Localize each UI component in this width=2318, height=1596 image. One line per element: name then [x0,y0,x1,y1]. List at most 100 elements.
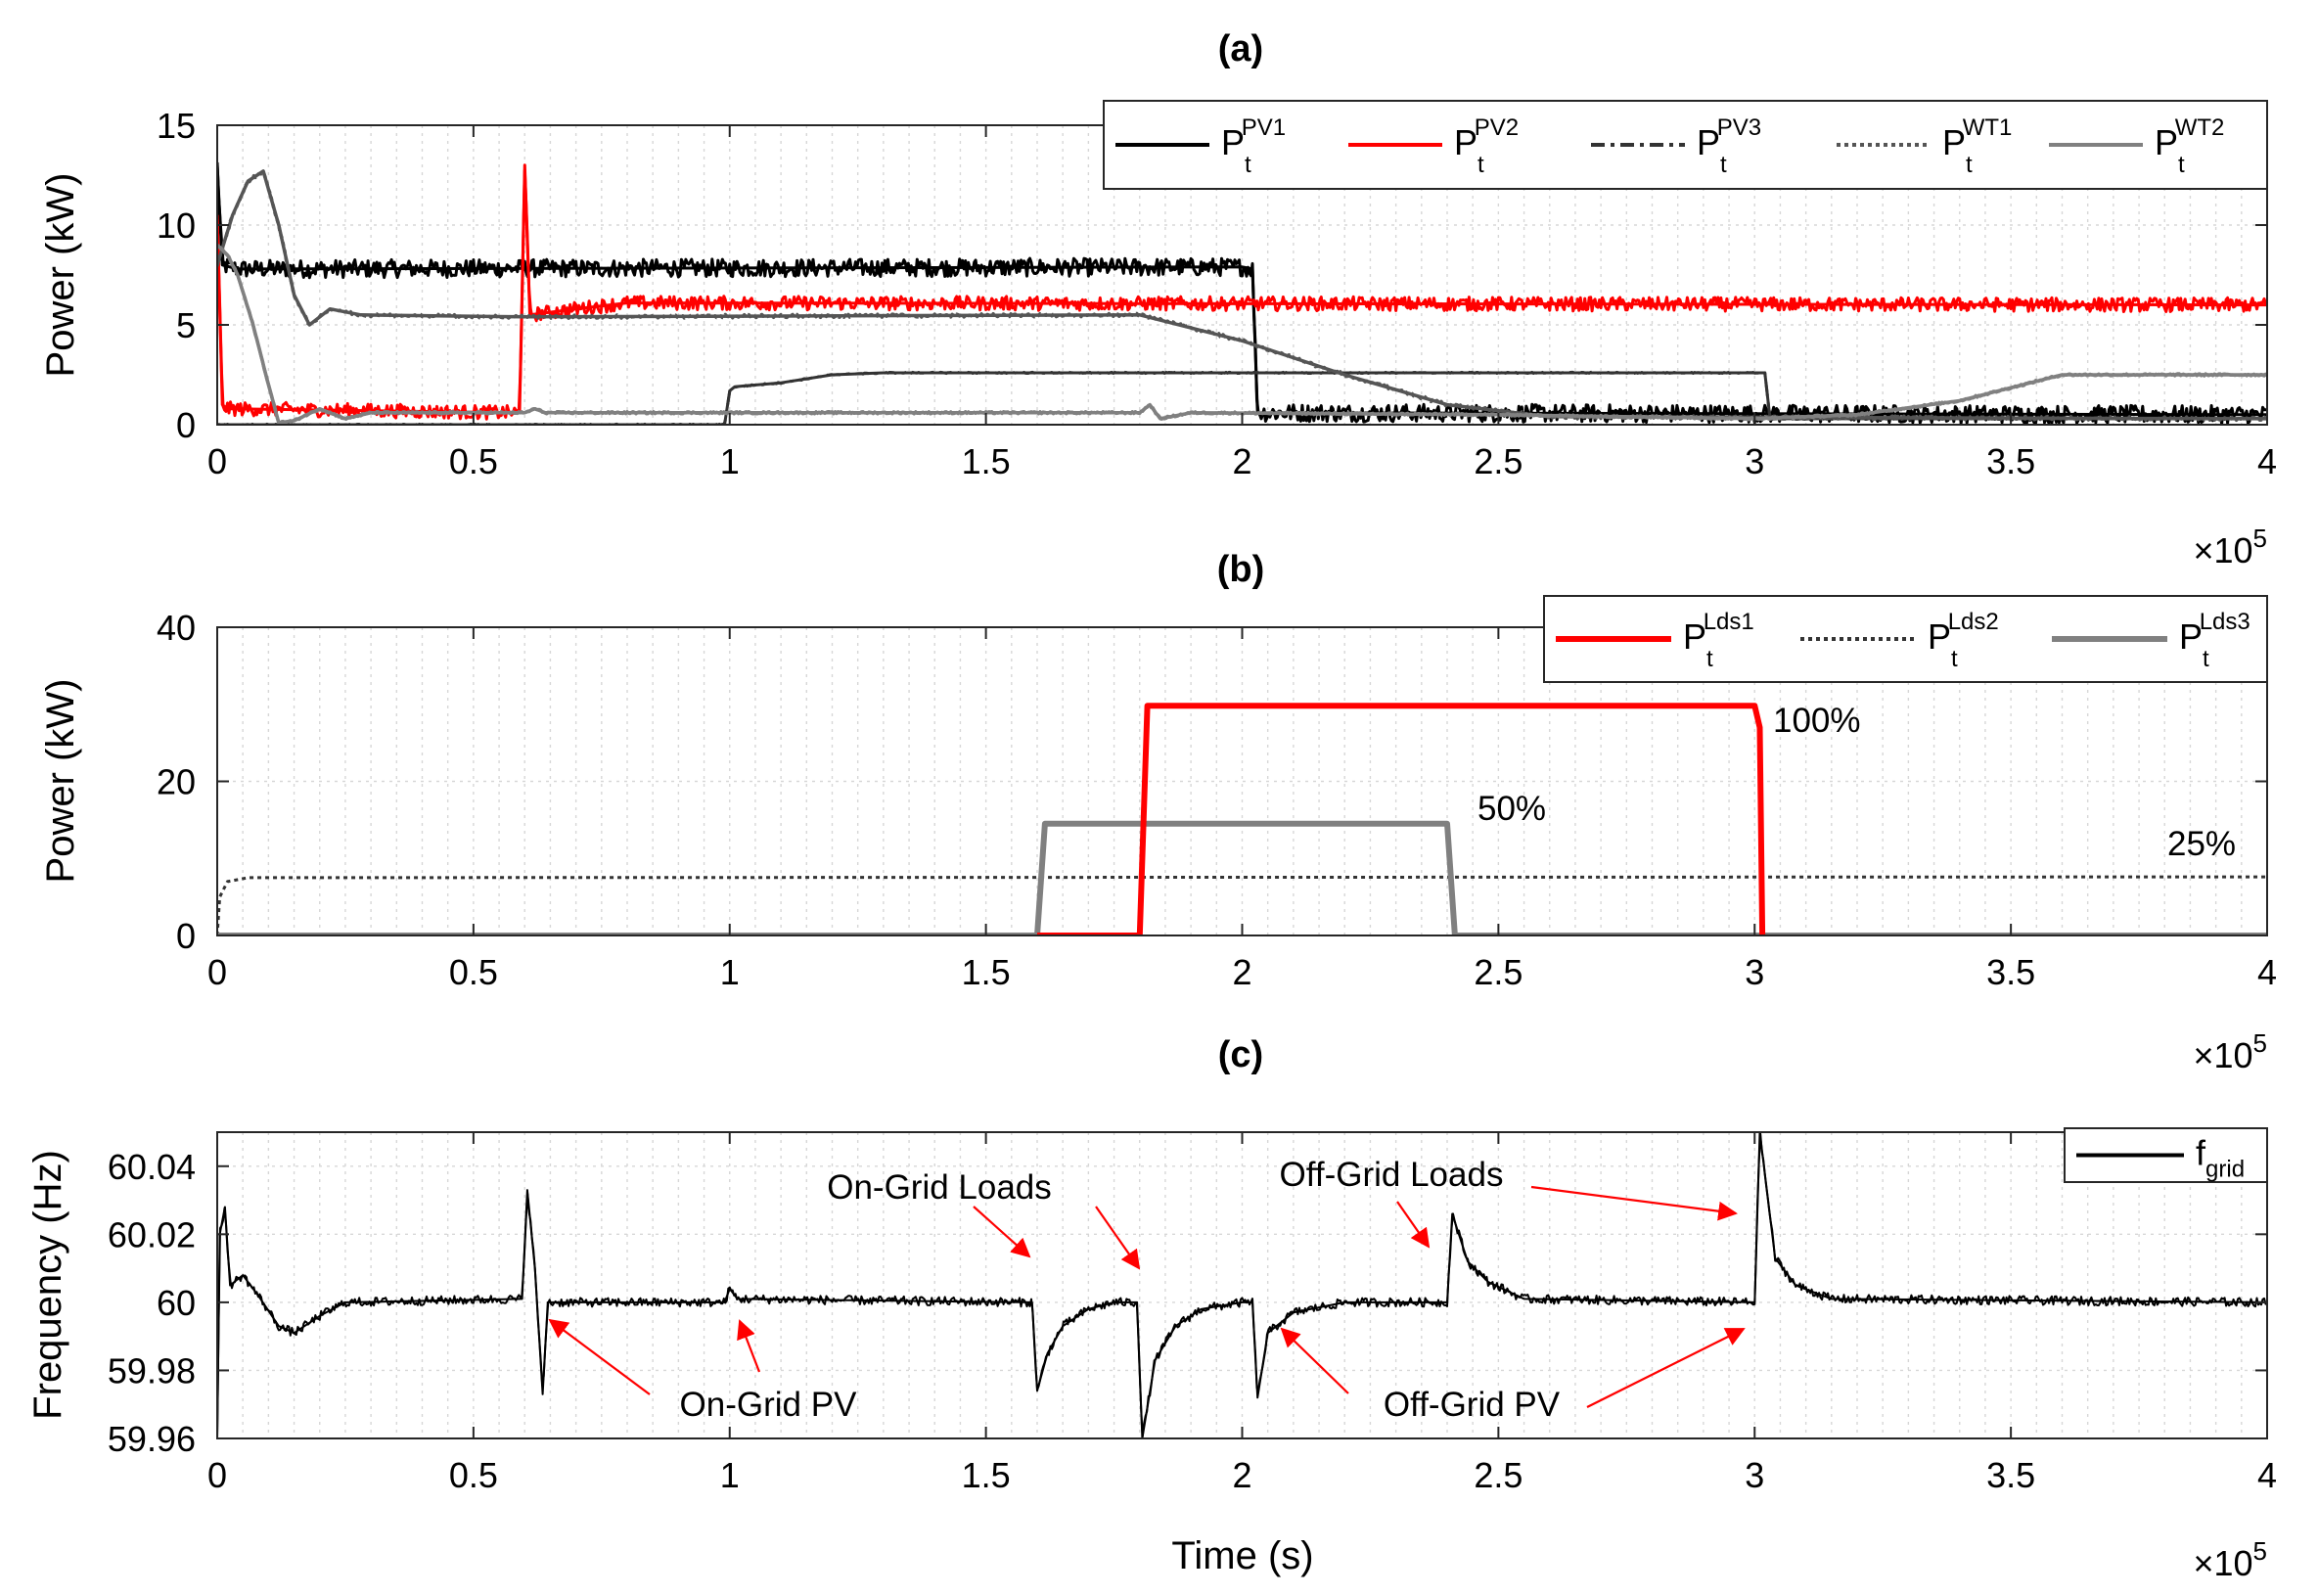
y-tick-label: 15 [157,106,196,146]
arrow-on-grid-loads-1 [973,1206,1031,1258]
y-tick-label: 10 [157,205,196,246]
panel-a-ticks: 0 0.5 1 1.5 2 2.5 3 3.5 4 0 5 10 15 [157,106,2277,481]
arrow-on-grid-pv-1 [548,1318,651,1395]
legend-label-sub: t [1477,152,1484,178]
legend-label-Lds2: Pt Lds2 [1928,609,1999,672]
legend-label-base: P [1221,122,1245,162]
panel-a-x-multiplier-base: ×10 [2193,530,2252,570]
arrow-off-grid-pv-2 [1586,1328,1746,1408]
legend-label-sup: PV1 [1242,114,1286,141]
panel-c-xlabel: Time (s) [1171,1534,1313,1577]
panel-a-legend: PtPV1 PtPV2 PtPV3 PtWT1 PtWT2 [1103,100,2268,190]
series-PV1 [217,161,2267,425]
legend-label-base: P [1697,122,1720,162]
panel-c-legend: fgrid [2064,1127,2268,1183]
legend-label-Lds3: Pt Lds3 [2179,609,2250,672]
x-tick-label: 4 [2257,952,2277,992]
legend-label-WT2: Pt WT2 [2155,114,2224,178]
annot-off-grid-pv: Off-Grid PV [1384,1386,1561,1424]
series-Lds1 [1037,703,1766,935]
arrow-off-grid-loads-1 [1396,1201,1431,1249]
legend-label-sub: t [1966,152,1973,178]
legend-label-sub: t [2178,152,2185,178]
panel-b-annotations: 100% 50% 25% [1477,702,2236,863]
x-tick-label: 4 [2257,441,2277,481]
panel-c-grid [217,1132,2267,1438]
panel-a: (a) 0 0.5 1 1.5 2 2.5 3 3.5 4 0 5 10 15 Power (kW) ×… [39,28,2277,570]
y-tick-label: 20 [157,762,196,802]
x-tick-label: 2 [1232,952,1251,992]
panel-c-x-multiplier-exp: 5 [2253,1536,2267,1566]
panel-c: (c) 0 0.5 1 1.5 2 2.5 3 3.5 4 59.96 59.98 60 60.02 60… [26,1034,2277,1583]
legend-label-sup: Lds1 [1704,609,1754,635]
legend-label-base: f [2196,1133,2206,1173]
x-tick-label: 3.5 [1986,952,2035,992]
x-tick-label: 0.5 [449,1455,498,1495]
legend-label-sub: t [1951,646,1958,672]
x-tick-label: 1.5 [962,441,1011,481]
annotation-arrows [548,1185,1746,1408]
panel-b-x-multiplier-exp: 5 [2253,1028,2267,1058]
x-tick-label: 0.5 [449,441,498,481]
legend-label-base: P [2155,122,2178,162]
legend-label-sup: Lds2 [1948,609,1999,635]
x-tick-label: 3 [1745,441,1764,481]
arrow-off-grid-pv-1 [1280,1327,1349,1394]
legend-label-sup: WT1 [1963,114,2013,141]
x-tick-label: 3.5 [1986,1455,2035,1495]
y-tick-label: 5 [176,305,196,345]
x-tick-label: 1.5 [962,1455,1011,1495]
panel-c-x-multiplier: ×105 [2193,1536,2267,1583]
panel-c-x-multiplier-base: ×10 [2193,1543,2252,1583]
x-tick-label: 1 [720,952,740,992]
panel-b-ylabel: Power (kW) [39,679,82,884]
series-Lds2 [217,875,2267,935]
y-tick-label: 40 [157,608,196,648]
y-tick-label: 59.96 [108,1419,196,1459]
legend-label-PV3: Pt PV3 [1697,114,1761,178]
legend-label-base: P [1683,616,1706,657]
x-tick-label: 0.5 [449,952,498,992]
panel-a-ylabel: Power (kW) [39,173,82,378]
series-WT1 [217,170,2267,423]
panel-b-grid [217,627,2267,935]
legend-label-sub: t [1245,152,1251,178]
legend-label-sub: t [2203,646,2209,672]
panel-a-x-multiplier: ×105 [2193,524,2267,570]
panel-c-series [217,1132,2267,1438]
x-tick-label: 3.5 [1986,441,2035,481]
legend-label-Lds1: Pt Lds1 [1683,609,1754,672]
x-tick-label: 0 [207,1455,227,1495]
annot-percent-0: 100% [1773,702,1861,740]
y-tick-label: 0 [176,405,196,445]
annot-off-grid-loads: Off-Grid Loads [1280,1156,1504,1194]
legend-label-PV1: Pt PV1 [1221,114,1286,178]
panel-b-legend: PtLds1 PtLds2 PtLds3 [1543,595,2268,683]
series-fgrid [217,1132,2267,1438]
legend-label-sup: Lds3 [2200,609,2250,635]
y-tick-label: 0 [176,916,196,956]
panel-c-ylabel: Frequency (Hz) [26,1150,69,1420]
x-tick-label: 2.5 [1474,1455,1523,1495]
x-tick-label: 1 [720,441,740,481]
y-tick-label: 60 [157,1283,196,1323]
legend-label-fgrid: fgrid [2196,1133,2245,1183]
x-tick-label: 4 [2257,1455,2277,1495]
series-PV2 [217,168,2267,421]
legend-label-sup: PV3 [1717,114,1761,141]
panel-c-ticks: 0 0.5 1 1.5 2 2.5 3 3.5 4 59.96 59.98 60 60.02 60.04 [108,1132,2277,1495]
x-tick-label: 2 [1232,441,1251,481]
y-tick-label: 59.98 [108,1350,196,1391]
x-tick-label: 3 [1745,952,1764,992]
legend-label-sub: grid [2205,1157,2245,1183]
legend-label-base: P [1454,122,1477,162]
x-tick-label: 3 [1745,1455,1764,1495]
panel-b-x-multiplier-base: ×10 [2193,1035,2252,1075]
panel-a-x-multiplier-exp: 5 [2253,524,2267,553]
legend-label-base: P [1928,616,1951,657]
legend-label-WT1: Pt WT1 [1942,114,2012,178]
panel-b-x-multiplier: ×105 [2193,1028,2267,1075]
